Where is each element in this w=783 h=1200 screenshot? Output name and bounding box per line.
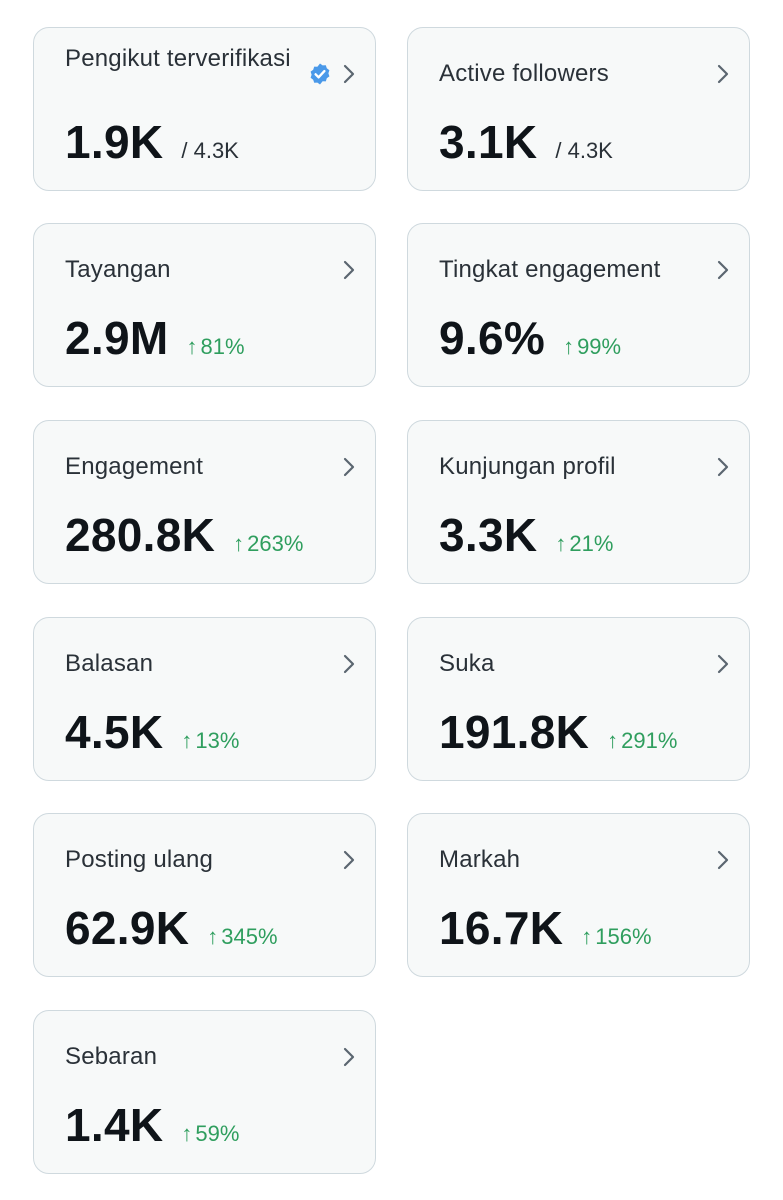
card-value: 1.9K bbox=[65, 116, 164, 168]
arrow-up-icon: ↑ bbox=[186, 334, 198, 359]
card-label: Tingkat engagement bbox=[439, 256, 661, 283]
stat-card-engagements[interactable]: Engagement 280.8K ↑ 263% bbox=[33, 420, 376, 584]
card-value-row: 191.8K ↑ 291% bbox=[439, 706, 677, 758]
arrow-up-icon: ↑ bbox=[555, 531, 567, 556]
card-label: Tayangan bbox=[65, 256, 171, 283]
card-change-value: 81% bbox=[200, 334, 245, 359]
chevron-right-icon bbox=[717, 64, 729, 84]
card-value-row: 4.5K ↑ 13% bbox=[65, 706, 239, 758]
card-change: ↑ 291% bbox=[607, 728, 677, 754]
card-value-row: 2.9M ↑ 81% bbox=[65, 312, 245, 364]
card-value: 9.6% bbox=[439, 312, 546, 364]
card-value: 62.9K bbox=[65, 902, 190, 954]
card-change-value: 99% bbox=[577, 334, 622, 359]
arrow-up-icon: ↑ bbox=[607, 728, 619, 753]
card-change: ↑ 156% bbox=[581, 924, 651, 950]
card-change-value: 345% bbox=[221, 924, 278, 949]
arrow-up-icon: ↑ bbox=[563, 334, 575, 359]
card-label: Balasan bbox=[65, 650, 154, 677]
card-value-row: 3.3K ↑ 21% bbox=[439, 509, 613, 561]
chevron-right-icon bbox=[717, 654, 729, 674]
card-value: 3.3K bbox=[439, 509, 538, 561]
card-value: 280.8K bbox=[65, 509, 216, 561]
card-total: / 4.3K bbox=[555, 138, 613, 163]
card-value-row: 16.7K ↑ 156% bbox=[439, 902, 652, 954]
arrow-up-icon: ↑ bbox=[233, 531, 245, 556]
arrow-up-icon: ↑ bbox=[181, 1121, 193, 1146]
arrow-up-icon: ↑ bbox=[581, 924, 593, 949]
card-label: Pengikut terverifikasi bbox=[65, 45, 291, 72]
card-label: Active followers bbox=[439, 60, 609, 87]
card-change-value: 156% bbox=[595, 924, 652, 949]
card-value-row: 280.8K ↑ 263% bbox=[65, 509, 303, 561]
chevron-right-icon bbox=[343, 1047, 355, 1067]
chevron-right-icon bbox=[343, 850, 355, 870]
card-change: ↑ 21% bbox=[555, 531, 613, 557]
card-total: / 4.3K bbox=[181, 138, 239, 163]
card-change: ↑ 13% bbox=[181, 728, 239, 754]
chevron-right-icon bbox=[717, 850, 729, 870]
card-value-row: 1.9K / 4.3K bbox=[65, 116, 239, 168]
card-value: 1.4K bbox=[65, 1099, 164, 1151]
card-value-row: 1.4K ↑ 59% bbox=[65, 1099, 239, 1151]
card-value-row: 3.1K / 4.3K bbox=[439, 116, 613, 168]
card-value: 2.9M bbox=[65, 312, 169, 364]
card-change: ↑ 263% bbox=[233, 531, 303, 557]
arrow-up-icon: ↑ bbox=[207, 924, 219, 949]
card-change-value: 291% bbox=[621, 728, 678, 753]
card-change: ↑ 345% bbox=[207, 924, 277, 950]
stat-card-impressions[interactable]: Tayangan 2.9M ↑ 81% bbox=[33, 223, 376, 387]
card-label: Kunjungan profil bbox=[439, 453, 616, 480]
chevron-right-icon bbox=[343, 260, 355, 280]
card-value: 4.5K bbox=[65, 706, 164, 758]
arrow-up-icon: ↑ bbox=[181, 728, 193, 753]
card-change: ↑ 81% bbox=[186, 334, 244, 360]
card-change-value: 59% bbox=[195, 1121, 240, 1146]
chevron-right-icon bbox=[717, 260, 729, 280]
stat-card-profile-visits[interactable]: Kunjungan profil 3.3K ↑ 21% bbox=[407, 420, 750, 584]
chevron-right-icon bbox=[343, 457, 355, 477]
chevron-right-icon bbox=[343, 654, 355, 674]
card-value: 16.7K bbox=[439, 902, 564, 954]
card-label: Engagement bbox=[65, 453, 204, 480]
stat-card-bookmarks[interactable]: Markah 16.7K ↑ 156% bbox=[407, 813, 750, 977]
card-value-row: 9.6% ↑ 99% bbox=[439, 312, 621, 364]
card-value: 3.1K bbox=[439, 116, 538, 168]
stat-card-replies[interactable]: Balasan 4.5K ↑ 13% bbox=[33, 617, 376, 781]
stat-card-engagement-rate[interactable]: Tingkat engagement 9.6% ↑ 99% bbox=[407, 223, 750, 387]
verified-badge-icon bbox=[310, 63, 330, 85]
card-change-value: 13% bbox=[195, 728, 240, 753]
chevron-right-icon bbox=[717, 457, 729, 477]
card-change-value: 263% bbox=[247, 531, 304, 556]
stat-card-likes[interactable]: Suka 191.8K ↑ 291% bbox=[407, 617, 750, 781]
card-change: ↑ 59% bbox=[181, 1121, 239, 1147]
card-label: Sebaran bbox=[65, 1043, 158, 1070]
stat-card-shares[interactable]: Sebaran 1.4K ↑ 59% bbox=[33, 1010, 376, 1174]
card-label: Markah bbox=[439, 846, 521, 873]
card-label: Posting ulang bbox=[65, 846, 214, 873]
card-value: 191.8K bbox=[439, 706, 590, 758]
card-label: Suka bbox=[439, 650, 495, 677]
card-change-value: 21% bbox=[569, 531, 614, 556]
stat-card-active-followers[interactable]: Active followers 3.1K / 4.3K bbox=[407, 27, 750, 191]
stat-card-reposts[interactable]: Posting ulang 62.9K ↑ 345% bbox=[33, 813, 376, 977]
stat-card-verified-followers[interactable]: Pengikut terverifikasi 1.9K / 4.3K bbox=[33, 27, 376, 191]
card-change: ↑ 99% bbox=[563, 334, 621, 360]
chevron-right-icon bbox=[343, 64, 355, 84]
card-value-row: 62.9K ↑ 345% bbox=[65, 902, 278, 954]
